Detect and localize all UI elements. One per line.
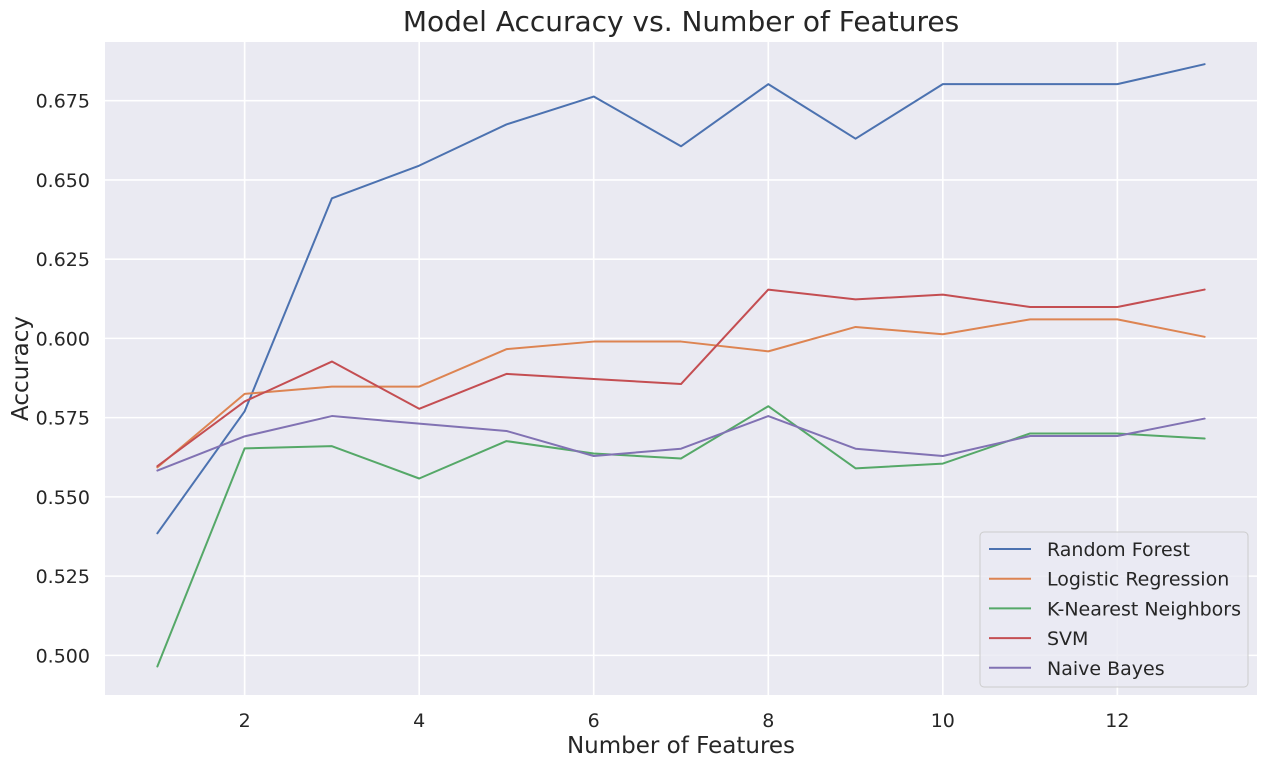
chart-title: Model Accuracy vs. Number of Features [403, 5, 959, 38]
legend-label: K-Nearest Neighbors [1047, 598, 1241, 620]
x-tick-label: 8 [762, 710, 774, 732]
y-tick-label: 0.675 [36, 91, 90, 113]
legend-label: Naive Bayes [1047, 658, 1165, 680]
series-line-k-nearest-neighbors [156, 405, 1206, 668]
series-line-naive-bayes [156, 415, 1206, 472]
x-axis-label: Number of Features [567, 733, 795, 759]
y-tick-labels: 0.500 0.525 0.550 0.575 0.600 0.625 0.650 0.675 [36, 91, 90, 668]
y-tick-label: 0.500 [36, 645, 90, 667]
y-tick-label: 0.650 [36, 170, 90, 192]
x-tick-label: 10 [931, 710, 955, 732]
legend-label: SVM [1047, 628, 1088, 650]
x-tick-label: 2 [239, 710, 251, 732]
series-line-logistic-regression [156, 318, 1206, 469]
y-tick-label: 0.625 [36, 249, 90, 271]
series-line-random-forest [156, 63, 1206, 535]
y-tick-label: 0.550 [36, 487, 90, 509]
x-tick-label: 12 [1105, 710, 1129, 732]
series-line-svm [156, 288, 1206, 468]
y-tick-label: 0.575 [36, 408, 90, 430]
legend-label: Logistic Regression [1047, 569, 1229, 591]
legend: Random Forest Logistic Regression K-Neares… [979, 531, 1249, 688]
legend-frame [979, 531, 1249, 688]
y-tick-label: 0.600 [36, 328, 90, 350]
x-tick-label: 4 [413, 710, 425, 732]
x-tick-labels: 2 4 6 8 10 12 [239, 710, 1130, 732]
y-axis-label: Accuracy [8, 316, 34, 421]
series-lines [156, 63, 1206, 668]
legend-label: Random Forest [1047, 539, 1190, 561]
y-tick-label: 0.525 [36, 566, 90, 588]
x-tick-label: 6 [588, 710, 600, 732]
